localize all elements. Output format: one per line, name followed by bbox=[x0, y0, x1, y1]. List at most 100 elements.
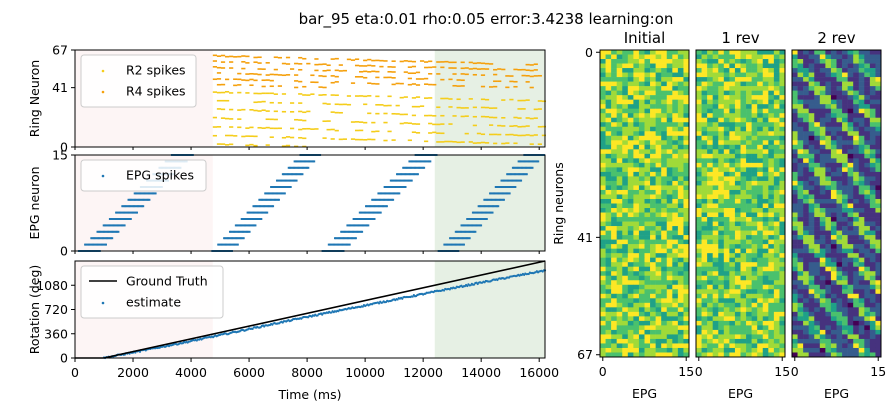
spike-dot bbox=[449, 237, 452, 240]
heatmap-cell bbox=[746, 167, 752, 173]
heatmap-cell bbox=[701, 289, 708, 295]
heatmap-cell bbox=[792, 180, 798, 186]
heatmap-cell bbox=[661, 194, 668, 200]
heatmap-cell bbox=[729, 334, 736, 340]
heatmap-cell bbox=[611, 307, 617, 313]
heatmap-cell bbox=[842, 208, 848, 213]
heatmap-cell bbox=[864, 77, 871, 82]
heatmap-cell bbox=[672, 194, 679, 200]
spike-dot bbox=[266, 211, 269, 214]
heatmap-cell bbox=[875, 54, 882, 60]
heatmap-cell bbox=[734, 298, 741, 304]
heatmap-cell bbox=[696, 185, 702, 191]
heatmap-cell bbox=[616, 262, 623, 268]
spike-dot bbox=[246, 211, 249, 214]
heatmap-cell bbox=[773, 59, 780, 64]
heatmap-cell bbox=[825, 86, 832, 91]
heatmap-cell bbox=[797, 158, 804, 164]
spike-dot bbox=[212, 54, 218, 57]
spike-dot bbox=[440, 78, 445, 81]
heatmap-cell bbox=[644, 203, 651, 209]
heatmap-cell bbox=[734, 280, 741, 286]
heatmap-cell bbox=[655, 230, 662, 236]
heatmap-cell bbox=[696, 266, 702, 272]
heatmap-cell bbox=[792, 194, 798, 200]
spike-dot bbox=[298, 166, 301, 169]
heatmap-cell bbox=[655, 338, 662, 344]
spike-dot bbox=[101, 230, 104, 233]
heatmap-cell bbox=[751, 180, 758, 186]
heatmap-cell bbox=[605, 235, 612, 240]
heatmap-cell bbox=[779, 167, 786, 173]
heatmap-cell bbox=[847, 86, 854, 91]
heatmap-cell bbox=[627, 244, 634, 249]
heatmap-cell bbox=[830, 68, 837, 73]
heatmap-cell bbox=[718, 239, 725, 245]
spike-dot bbox=[144, 192, 147, 195]
spike-dot bbox=[425, 160, 428, 163]
heatmap-cell bbox=[858, 140, 865, 146]
heatmap-cell bbox=[762, 329, 769, 335]
heatmap-cell bbox=[701, 131, 708, 137]
heatmap-cell bbox=[746, 171, 752, 177]
heatmap-cell bbox=[701, 144, 708, 150]
heatmap-cell bbox=[718, 329, 725, 335]
heatmap-cell bbox=[864, 68, 871, 73]
spike-dot bbox=[393, 192, 396, 195]
spike-dot bbox=[476, 142, 482, 144]
heatmap-cell bbox=[814, 235, 821, 240]
heatmap-cell bbox=[696, 198, 702, 204]
heatmap-cell bbox=[825, 171, 832, 177]
spike-dot bbox=[375, 211, 378, 214]
heatmap-cell bbox=[718, 253, 725, 258]
spike-dot bbox=[371, 70, 376, 73]
heatmap-cell bbox=[600, 104, 606, 109]
heatmap-cell bbox=[808, 226, 815, 231]
spike-dot bbox=[360, 224, 363, 227]
heatmap-cell bbox=[638, 131, 645, 137]
spike-dot bbox=[411, 160, 414, 163]
heatmap-cell bbox=[633, 122, 640, 128]
spike-dot bbox=[493, 116, 498, 119]
spike-dot bbox=[109, 237, 112, 240]
heatmap-cell bbox=[729, 162, 736, 168]
heatmap-cell bbox=[836, 77, 843, 82]
spike-dot bbox=[248, 218, 251, 220]
heatmap-cell bbox=[768, 176, 775, 182]
heatmap-cell bbox=[853, 167, 860, 173]
spike-dot bbox=[529, 134, 534, 137]
heatmap-cell bbox=[701, 185, 708, 191]
heatmap-cell bbox=[677, 316, 684, 322]
spike-dot bbox=[537, 108, 542, 110]
heatmap-cell bbox=[677, 302, 684, 308]
spike-dot bbox=[522, 166, 525, 169]
heatmap-cell bbox=[836, 95, 843, 100]
heatmap-cell bbox=[779, 176, 786, 182]
heatmap-cell bbox=[729, 352, 736, 358]
heatmap-cell bbox=[768, 248, 775, 254]
heatmap-cell bbox=[712, 284, 719, 290]
heatmap-cell bbox=[740, 126, 747, 132]
heatmap-cell bbox=[836, 149, 843, 155]
spike-dot bbox=[322, 75, 327, 78]
spike-dot bbox=[368, 205, 371, 208]
heatmap-cell bbox=[661, 72, 668, 78]
estimate-point bbox=[361, 305, 364, 308]
heatmap-cell bbox=[779, 217, 786, 222]
heatmap-cell bbox=[616, 72, 623, 78]
heatmap-cell bbox=[616, 185, 623, 191]
heatmap-cell bbox=[707, 271, 713, 277]
heatmap-cell bbox=[751, 266, 758, 272]
heatmap-cell bbox=[633, 194, 640, 200]
heatmap-cell bbox=[605, 122, 612, 128]
heatmap-cell bbox=[677, 180, 684, 186]
heatmap-cell bbox=[718, 144, 725, 150]
heatmap-cell bbox=[797, 239, 804, 245]
heatmap-cell bbox=[707, 280, 713, 286]
heatmap-cell bbox=[655, 117, 662, 123]
spike-dot bbox=[395, 192, 398, 195]
heatmap-cell bbox=[712, 113, 719, 119]
spike-dot bbox=[360, 211, 363, 214]
heatmap-cell bbox=[666, 266, 673, 272]
estimate-point bbox=[138, 350, 142, 353]
